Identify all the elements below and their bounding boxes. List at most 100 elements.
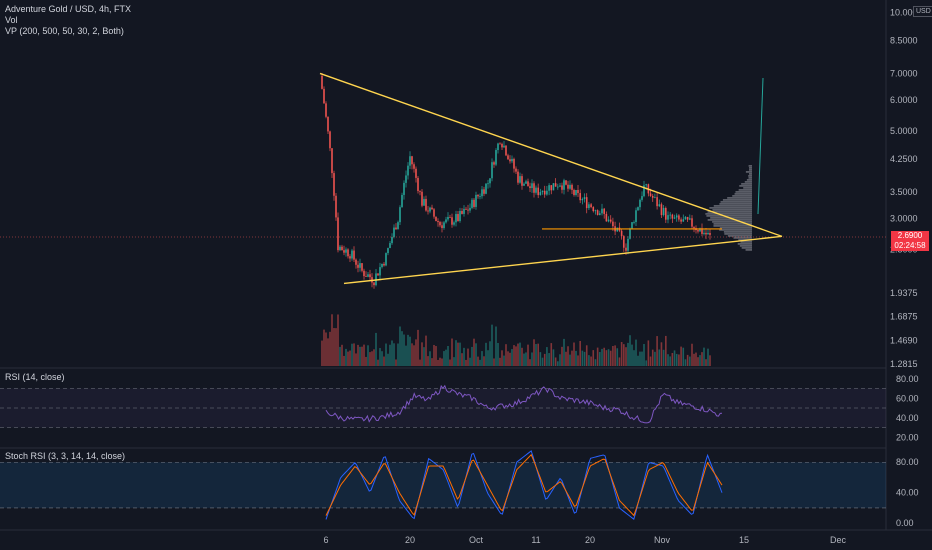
currency-label[interactable]: USD xyxy=(913,6,932,17)
rsi-label[interactable]: RSI (14, close) xyxy=(5,372,65,382)
volume-bar xyxy=(491,324,493,366)
candle-body xyxy=(421,191,423,206)
volume-bar xyxy=(399,326,401,366)
volume-bar xyxy=(563,338,565,366)
trendline-drawings[interactable] xyxy=(0,72,886,285)
volume-profile-row xyxy=(713,223,752,225)
volume-bar xyxy=(351,343,353,366)
volume-bar xyxy=(599,352,601,366)
volume-profile-row xyxy=(713,205,752,207)
stoch-rsi-label[interactable]: Stoch RSI (3, 3, 14, 14, close) xyxy=(5,451,126,461)
volume-bar xyxy=(407,334,409,366)
volume-bar xyxy=(487,350,489,366)
time-axis[interactable]: 6 20 Oct 11 20 Nov 15 Dec xyxy=(323,535,846,545)
price-tick-label: 1.4690 xyxy=(890,335,918,345)
candle-body xyxy=(433,209,435,217)
candle-body xyxy=(705,232,707,235)
volume-profile-row xyxy=(734,193,752,195)
volume-bar xyxy=(369,352,371,366)
candle-body xyxy=(665,207,667,220)
volume-bar xyxy=(363,344,365,366)
candle-body xyxy=(521,176,523,186)
volume-bar xyxy=(479,359,481,366)
volume-label[interactable]: Vol xyxy=(5,15,18,25)
candle-body xyxy=(519,176,521,183)
candle-body xyxy=(651,195,654,198)
volume-profile-extension xyxy=(757,77,764,215)
volume-bar xyxy=(631,344,633,366)
volume-bar xyxy=(415,339,417,366)
candle-body xyxy=(483,189,485,194)
candle-body xyxy=(475,194,477,207)
candle-body xyxy=(633,222,635,223)
volume-bar xyxy=(709,355,711,366)
volume-bar xyxy=(592,350,595,366)
symbol-title[interactable]: Adventure Gold / USD, 4h, FTX xyxy=(5,4,132,14)
volume-bar xyxy=(421,342,423,366)
volume-profile-row xyxy=(737,243,752,245)
candle-body xyxy=(699,228,701,232)
volume-profile-row xyxy=(722,199,752,201)
volume-bar xyxy=(614,345,616,366)
candle-body xyxy=(577,189,579,194)
candle-body xyxy=(541,190,544,193)
rsi-legend: RSI (14, close) xyxy=(5,372,65,383)
candle-body xyxy=(554,183,557,187)
candle-body xyxy=(525,181,527,184)
volume-bar xyxy=(371,351,373,366)
volume-bar xyxy=(517,343,519,366)
volume-profile-row xyxy=(739,245,752,247)
candle-body xyxy=(649,193,652,196)
volume-bar xyxy=(361,346,363,366)
volume-bar xyxy=(341,344,343,366)
candle-body xyxy=(671,214,674,219)
volume-bar xyxy=(427,356,429,366)
rsi-tick-label: 60.00 xyxy=(896,393,919,403)
volume-bar xyxy=(649,356,652,366)
volume-bar xyxy=(397,343,399,366)
volume-bar xyxy=(643,344,645,366)
candle-body xyxy=(673,217,676,219)
candle-body xyxy=(680,219,682,222)
volume-bar xyxy=(481,351,483,366)
volume-bar xyxy=(459,342,461,366)
volume-bar xyxy=(701,352,703,366)
volume-profile-row xyxy=(707,219,752,221)
volume-bar xyxy=(435,346,437,366)
volume-bar xyxy=(455,340,457,366)
price-tick-label: 1.2815 xyxy=(890,359,918,369)
volume-bar xyxy=(393,343,395,366)
volume-bar xyxy=(639,351,641,366)
candle-body xyxy=(429,207,431,212)
volume-bar xyxy=(633,350,635,366)
price-tick-label: 8.5000 xyxy=(890,35,918,45)
stoch-tick-label: 80.00 xyxy=(896,457,919,467)
candle-body xyxy=(603,208,605,214)
volume-bar xyxy=(335,328,337,366)
volume-bar xyxy=(546,347,548,366)
candle-body xyxy=(329,131,331,149)
candle-body xyxy=(656,197,658,207)
volume-profile-label[interactable]: VP (200, 500, 50, 30, 2, Both) xyxy=(5,26,124,36)
candle-body xyxy=(393,227,395,237)
volume-bar xyxy=(385,343,387,366)
lower-trendline xyxy=(343,235,783,285)
price-axis[interactable]: 12.000010.00008.50007.00006.00005.00004.… xyxy=(890,0,923,369)
volume-bar xyxy=(637,355,639,366)
time-tick-label: Oct xyxy=(469,535,484,545)
candle-body xyxy=(489,178,491,184)
candle-body xyxy=(491,162,493,179)
volume-bar xyxy=(686,354,689,366)
candle-body xyxy=(487,183,489,185)
candle-body xyxy=(379,267,381,276)
candle-body xyxy=(415,168,417,178)
volume-bar xyxy=(497,343,499,366)
candle-body xyxy=(455,214,457,223)
volume-bar xyxy=(511,349,513,366)
volume-bar xyxy=(607,349,610,366)
volume-bar xyxy=(345,348,347,366)
volume-bar xyxy=(475,343,477,366)
candle-body xyxy=(625,247,627,251)
volume-bar xyxy=(693,353,695,366)
